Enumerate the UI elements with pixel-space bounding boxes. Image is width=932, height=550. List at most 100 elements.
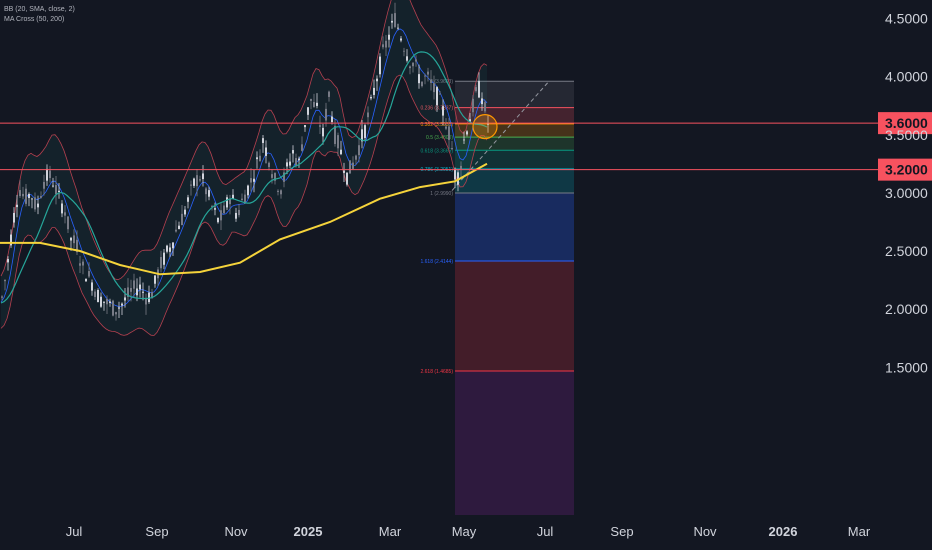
candle-body	[223, 205, 225, 214]
bb-upper	[0, 0, 488, 281]
candle-body	[283, 172, 285, 182]
highlight-circle	[472, 114, 498, 140]
candle-body	[235, 212, 237, 219]
price-axis[interactable]: 5.50005.00004.50004.00003.50003.00002.50…	[885, 0, 928, 375]
candle-body	[439, 93, 441, 95]
candle-body	[22, 193, 24, 197]
candle-body	[469, 119, 471, 122]
candle-body	[364, 125, 366, 138]
candle-body	[55, 185, 57, 195]
fibonacci-retracement[interactable]: 0 (3.9603)0.236 (3.7337)0.382 (3.5935)0.…	[420, 79, 574, 515]
candle-body	[337, 135, 339, 149]
candle-body	[319, 125, 321, 127]
candle-body	[208, 190, 210, 197]
candle-body	[301, 144, 303, 151]
candle-body	[340, 149, 342, 155]
candle-body	[238, 209, 240, 216]
candle-body	[154, 275, 156, 284]
candle-body	[163, 252, 165, 265]
candle-body	[397, 27, 399, 29]
candle-body	[412, 62, 414, 67]
candle-body	[406, 56, 408, 61]
candle-body	[103, 301, 105, 303]
legend-ma[interactable]: MA Cross (50, 200)	[4, 16, 65, 23]
candle-body	[124, 297, 126, 301]
candle-body	[460, 165, 462, 170]
x-tick-label: Mar	[848, 524, 871, 539]
candle-body	[166, 245, 168, 252]
candle-body	[328, 91, 330, 97]
fib-band	[455, 169, 574, 194]
bb-lower	[0, 74, 488, 336]
candle-body	[73, 235, 75, 244]
candle-body	[151, 292, 153, 299]
candle-body	[361, 129, 363, 142]
candle-body	[445, 126, 447, 129]
candle-body	[196, 175, 198, 187]
candle-body	[373, 87, 375, 95]
candle-body	[376, 78, 378, 82]
candle-body	[4, 280, 6, 282]
candle-body	[316, 102, 318, 106]
horizontal-levels[interactable]: 3.6000 3.2000	[0, 112, 932, 181]
x-tick-label: Jul	[537, 524, 554, 539]
candle-body	[343, 170, 345, 173]
x-tick-label: May	[452, 524, 477, 539]
candle-body	[169, 247, 171, 252]
x-tick-label: Jul	[66, 524, 83, 539]
candle-body	[211, 206, 213, 207]
candle-body	[244, 194, 246, 204]
candle-body	[286, 162, 288, 167]
candle-body	[43, 181, 45, 189]
fib-level-label: 0.5 (3.4800)	[426, 135, 453, 141]
legend-bb[interactable]: BB (20, SMA, close, 2)	[4, 6, 75, 13]
time-axis[interactable]: Jul Sep Nov 2025 Mar May Jul Sep Nov 2026 Mar	[66, 524, 871, 539]
candle-body	[385, 40, 387, 48]
candle-body	[88, 271, 90, 277]
candle-body	[451, 148, 453, 150]
candle-body	[70, 237, 72, 241]
x-tick-label: Nov	[224, 524, 248, 539]
x-tick-label: Sep	[610, 524, 633, 539]
candle-body	[37, 203, 39, 208]
candle-body	[178, 225, 180, 230]
bollinger-bands	[0, 0, 488, 336]
candle-body	[370, 96, 372, 99]
candle-body	[91, 282, 93, 291]
candle-body	[400, 38, 402, 41]
candle-body	[40, 196, 42, 198]
candle-body	[346, 172, 348, 185]
candle-body	[52, 185, 54, 187]
trend-line	[451, 82, 549, 191]
fib-level-label: 0 (3.9603)	[430, 79, 453, 85]
candle-body	[457, 172, 459, 185]
candle-body	[247, 185, 249, 196]
candle-body	[433, 83, 435, 93]
candle-body	[118, 307, 120, 309]
fib-band	[455, 193, 574, 262]
fib-band	[455, 371, 574, 515]
x-tick-label: Nov	[693, 524, 717, 539]
y-tick-label: 1.5000	[885, 359, 928, 375]
candle-body	[472, 98, 474, 113]
candle-body	[19, 190, 21, 197]
candle-body	[61, 203, 63, 214]
candle-body	[229, 198, 231, 205]
candle-body	[145, 298, 147, 305]
candle-body	[7, 259, 9, 263]
candle-body	[232, 194, 234, 199]
candle-body	[1, 296, 3, 298]
candle-body	[187, 197, 189, 202]
candle-body	[256, 157, 258, 160]
candle-body	[382, 44, 384, 48]
candle-body	[136, 288, 138, 296]
candle-body	[46, 168, 48, 181]
candle-body	[121, 303, 123, 306]
candle-body	[109, 301, 111, 303]
candle-body	[349, 160, 351, 174]
candle-body	[58, 190, 60, 193]
candle-body	[172, 242, 174, 249]
fib-level-label: 1 (2.9990)	[430, 191, 453, 197]
